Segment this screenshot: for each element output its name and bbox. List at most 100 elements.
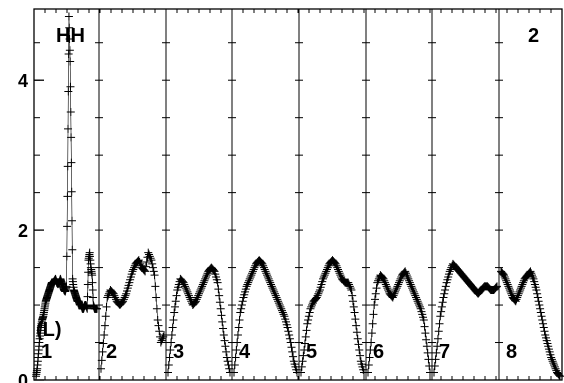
data-point <box>392 284 401 293</box>
data-point <box>195 289 203 298</box>
data-point <box>201 272 210 281</box>
data-point <box>148 259 157 268</box>
data-point <box>209 266 218 275</box>
data-point <box>221 342 230 351</box>
data-point <box>245 274 254 283</box>
data-point <box>353 334 362 343</box>
data-point <box>433 342 442 351</box>
data-point <box>300 339 309 348</box>
data-point <box>388 293 397 302</box>
data-point <box>420 322 429 331</box>
data-point <box>250 263 259 272</box>
data-point <box>223 357 232 366</box>
data-point <box>181 282 190 291</box>
data-point <box>244 278 253 287</box>
data-point <box>441 286 450 295</box>
data-point <box>548 357 557 366</box>
data-point <box>67 158 76 167</box>
data-point <box>435 319 444 328</box>
data-point <box>159 332 168 341</box>
data-point <box>147 256 156 265</box>
data-point <box>287 343 296 352</box>
data-point <box>67 187 76 196</box>
data-point <box>331 259 340 268</box>
data-point <box>372 284 381 293</box>
data-point <box>526 267 535 276</box>
data-point <box>516 286 525 295</box>
grid-layer <box>98 9 500 380</box>
data-point <box>154 321 163 330</box>
data-point <box>411 291 420 300</box>
data-point <box>519 278 528 287</box>
data-point <box>146 254 155 263</box>
data-point <box>243 280 252 289</box>
data-point <box>170 308 179 317</box>
data-point <box>238 297 247 306</box>
chart-title: HH <box>56 25 85 47</box>
data-point <box>373 278 382 287</box>
data-point <box>63 162 72 171</box>
data-point <box>135 257 144 266</box>
data-point <box>349 302 358 311</box>
data-point <box>367 329 376 338</box>
data-point <box>62 282 71 291</box>
data-point <box>263 271 272 280</box>
data-point <box>274 299 283 308</box>
data-point <box>83 292 92 301</box>
data-point <box>130 263 139 272</box>
panel-label: 2 <box>528 25 539 47</box>
data-point <box>67 216 76 225</box>
data-point <box>432 348 441 357</box>
data-point <box>512 295 521 304</box>
data-point <box>319 274 328 283</box>
data-point <box>391 286 400 295</box>
data-point <box>165 353 174 362</box>
data-point <box>334 267 343 276</box>
data-point <box>513 293 522 302</box>
data-point <box>536 308 545 317</box>
data-point <box>237 304 246 313</box>
data-point <box>514 289 523 298</box>
data-point <box>66 108 75 117</box>
data-point <box>405 276 414 285</box>
data-point <box>532 286 541 295</box>
data-point <box>436 312 445 321</box>
data-point <box>354 340 363 349</box>
data-point <box>347 286 356 295</box>
data-point <box>65 46 74 55</box>
data-point <box>136 259 145 268</box>
data-point <box>431 355 440 364</box>
data-point <box>63 192 72 201</box>
data-point <box>194 291 203 300</box>
data-point <box>263 272 272 281</box>
data-point <box>445 267 454 276</box>
data-point <box>401 269 410 278</box>
data-point <box>384 286 393 295</box>
data-point <box>230 361 239 370</box>
data-point <box>506 287 515 296</box>
data-point <box>504 282 513 291</box>
labels-layer: 1 2 3 4 5 6 7 8 <box>41 341 517 363</box>
data-point <box>547 353 556 362</box>
data-point <box>395 276 404 285</box>
data-point <box>64 87 73 96</box>
data-point <box>408 286 417 295</box>
data-point <box>424 355 433 364</box>
data-point <box>539 323 548 332</box>
data-point <box>141 267 150 276</box>
data-point <box>277 304 286 313</box>
data-point <box>527 271 536 280</box>
data-point <box>68 245 77 254</box>
data-point <box>202 271 211 280</box>
data-point <box>507 289 516 298</box>
data-point <box>140 266 149 275</box>
data-point <box>412 295 421 304</box>
data-point <box>89 293 98 302</box>
data-point <box>166 346 175 355</box>
data-point <box>285 331 294 340</box>
data-point <box>394 280 403 289</box>
data-point <box>83 280 92 289</box>
y-axis-label: (L) <box>36 319 62 341</box>
data-point <box>156 338 165 347</box>
